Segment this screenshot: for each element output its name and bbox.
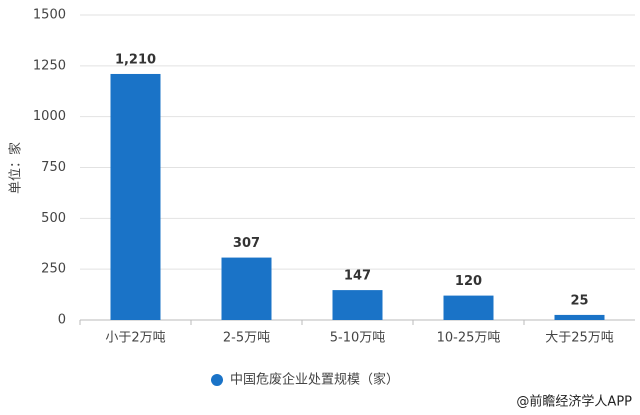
bar <box>221 257 272 320</box>
source: @前瞻经济学人APP <box>516 394 632 410</box>
y-tick-label: 250 <box>41 262 66 277</box>
x-tick-label: 小于2万吨 <box>105 331 165 346</box>
x-tick-label: 大于25万吨 <box>545 331 614 346</box>
x-tick-label: 10-25万吨 <box>437 331 501 346</box>
y-tick-label: 1250 <box>33 58 66 73</box>
y-tick-label: 0 <box>58 313 66 328</box>
value-label: 307 <box>233 236 260 251</box>
x-tick-label: 2-5万吨 <box>223 331 270 346</box>
bar <box>332 290 383 320</box>
y-tick-label: 1500 <box>33 8 66 23</box>
bar <box>554 314 605 320</box>
value-label: 1,210 <box>115 52 156 67</box>
value-label: 120 <box>455 274 482 289</box>
y-tick-label: 750 <box>41 160 66 175</box>
bar <box>443 295 494 320</box>
value-label: 25 <box>570 293 588 308</box>
legend-label: 中国危废企业处置规模（家） <box>230 372 399 388</box>
y-tick-label: 1000 <box>33 109 66 124</box>
value-label: 147 <box>344 269 371 284</box>
x-tick-label: 5-10万吨 <box>330 331 386 346</box>
bar <box>110 73 161 320</box>
y-tick-label: 500 <box>41 211 66 226</box>
y-axis-label: 单位：家 <box>8 142 24 194</box>
legend-swatch <box>211 374 223 386</box>
